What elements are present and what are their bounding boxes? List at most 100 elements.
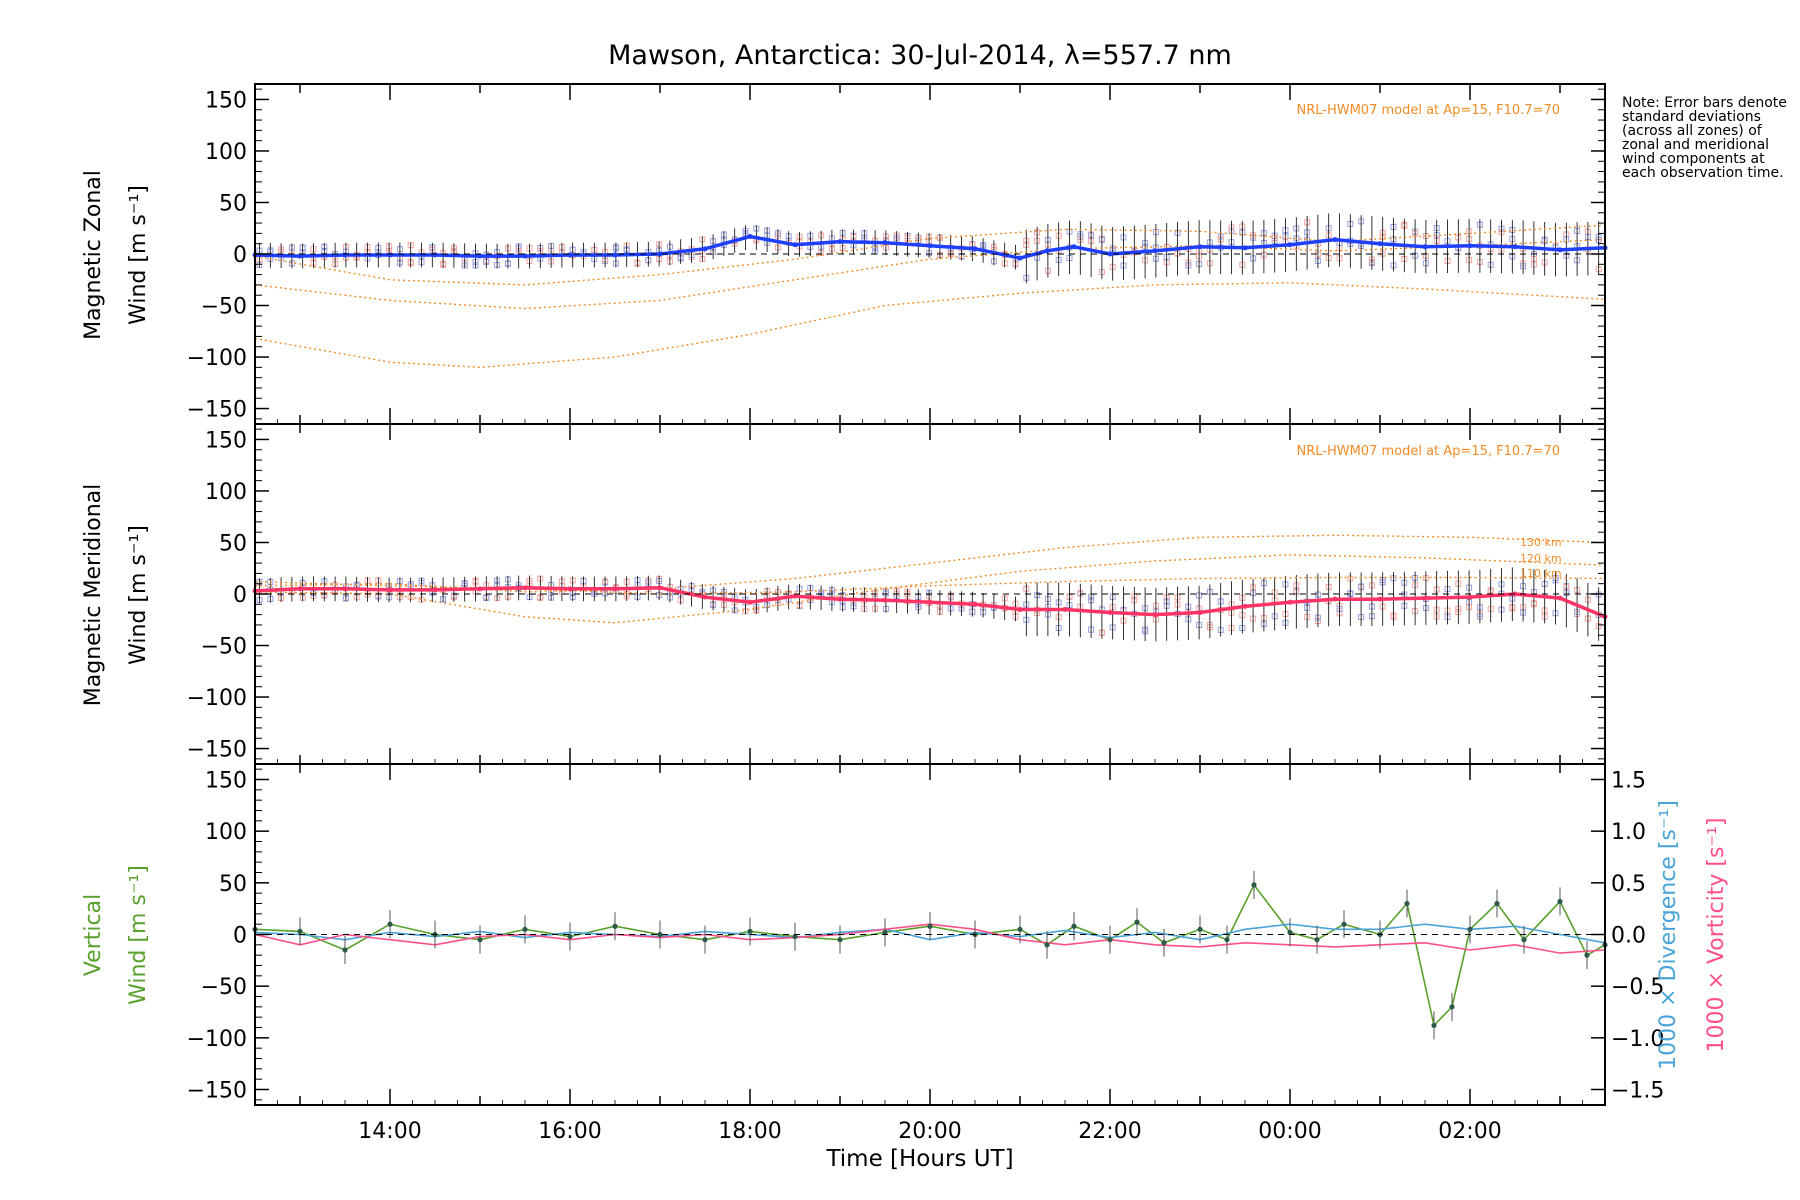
vertical-wind-point — [1341, 921, 1347, 927]
y-tick-label: 100 — [205, 820, 247, 845]
vertical-wind-point — [1287, 929, 1293, 936]
wind-point — [1422, 244, 1428, 250]
vertical-wind-point — [1197, 926, 1203, 932]
y-tick-label: −100 — [187, 1027, 247, 1052]
vertical-wind-point — [1224, 937, 1230, 943]
vertical-wind-point — [1404, 900, 1410, 907]
x-tick-label: 22:00 — [1078, 1119, 1141, 1144]
wind-point — [1017, 606, 1023, 612]
wind-point — [972, 601, 978, 607]
zonal-wind-series — [252, 233, 1608, 261]
y2-tick-label: −1.5 — [1611, 1079, 1664, 1104]
vertical-wind-point — [567, 933, 573, 940]
vertical-wind-point — [1314, 937, 1320, 943]
y-tick-label: 100 — [205, 480, 247, 505]
y-tick-label: 100 — [205, 140, 247, 165]
vertical-wind-point — [1044, 942, 1050, 948]
vertical-wind-point — [1584, 952, 1590, 958]
vertical-wind-point — [837, 937, 843, 943]
y2-tick-label: 1.0 — [1611, 820, 1646, 845]
wind-point — [1071, 244, 1077, 250]
wind-point — [1107, 251, 1113, 257]
wind-point — [342, 586, 348, 592]
wind-point — [432, 252, 438, 258]
wind-point — [972, 246, 978, 252]
vertical-wind-line — [254, 883, 1606, 1028]
vertical-wind-point — [1071, 923, 1077, 929]
wind-point — [837, 239, 843, 245]
vertical-wind-point — [1161, 940, 1167, 946]
wind-point — [387, 252, 393, 258]
meridional-wind-series — [252, 585, 1608, 620]
y-tick-label: 150 — [205, 769, 247, 794]
wind-point — [522, 585, 528, 591]
vertical-wind-point — [1134, 919, 1140, 925]
vertical-wind-point — [657, 931, 663, 938]
wind-point — [702, 246, 708, 252]
y-tick-label: −50 — [201, 295, 247, 320]
vertical-ylabel-line2: Wind [m s⁻¹] — [126, 865, 151, 1005]
wind-point — [1152, 612, 1158, 618]
zonal-axes: 150 100 50 0 −50 −100 −150 — [187, 83, 1606, 425]
wind-point — [1287, 599, 1293, 605]
wind-point — [792, 593, 798, 599]
y-tick-label: −150 — [187, 738, 247, 763]
wind-point — [1197, 244, 1203, 250]
wind-point — [882, 240, 888, 246]
zonal-ylabel-line1: Magnetic Zonal — [81, 170, 106, 340]
vertical-wind-point — [342, 947, 348, 953]
vertical-ylabel-line1: Vertical — [81, 894, 106, 976]
vertical-wind-point — [1251, 882, 1257, 888]
wind-point — [567, 586, 573, 592]
zonal-wind-line — [254, 234, 1606, 260]
y-tick-label: 50 — [219, 531, 247, 556]
meridional-altitude-label-130: 130 km — [1520, 536, 1562, 549]
y-tick-label: 50 — [219, 872, 247, 897]
y-tick-label: −100 — [187, 346, 247, 371]
meridional-ylabel-line1: Magnetic Meridional — [81, 484, 106, 706]
meridional-model-curves — [254, 534, 1606, 624]
vertical-wind-point — [747, 928, 753, 935]
x-tick-label: 18:00 — [718, 1119, 781, 1144]
error-bar-note: Note: Error bars denote standard deviati… — [1622, 95, 1787, 181]
wind-point — [1377, 596, 1383, 602]
wind-point — [477, 253, 483, 259]
zonal-zone-points — [256, 213, 1602, 284]
y-tick-label: −150 — [187, 1079, 247, 1104]
wind-point — [1062, 606, 1068, 612]
wind-point — [837, 596, 843, 602]
wind-point — [657, 585, 663, 591]
wind-point — [477, 586, 483, 592]
wind-point — [747, 233, 753, 239]
y-tick-label: −50 — [201, 975, 247, 1000]
meridional-altitude-label-120: 120 km — [1520, 552, 1562, 565]
wind-point — [1422, 595, 1428, 601]
y-tick-label: 0 — [233, 583, 247, 608]
y-tick-label: 0 — [233, 924, 247, 949]
vertical-wind-point — [477, 937, 483, 943]
wind-point — [297, 253, 303, 259]
panel-meridional: 150 100 50 0 −50 −100 −150 NRL-HWM07 model at … — [81, 423, 1608, 765]
wind-point — [297, 586, 303, 592]
wind-point — [612, 252, 618, 258]
x-tick-label: 20:00 — [898, 1119, 961, 1144]
vertical-wind-point — [1467, 926, 1473, 932]
vorticity-ylabel: 1000 × Vorticity [s⁻¹] — [1704, 818, 1729, 1053]
wind-point — [1017, 255, 1023, 261]
y-tick-label: 150 — [205, 428, 247, 453]
model-curve-0 — [254, 534, 1606, 593]
zonal-ylabel-line2: Wind [m s⁻¹] — [126, 185, 151, 325]
y-tick-label: 50 — [219, 191, 247, 216]
wind-point — [1467, 594, 1473, 600]
y-tick-label: 150 — [205, 88, 247, 113]
wind-point — [1197, 610, 1203, 616]
x-tick-label: 00:00 — [1258, 1119, 1321, 1144]
wind-point — [1107, 610, 1113, 616]
vertical-wind-point — [387, 921, 393, 927]
wind-point — [567, 252, 573, 258]
wind-point — [702, 594, 708, 600]
wind-point — [747, 599, 753, 605]
vertical-series — [252, 870, 1608, 1040]
wind-point — [1242, 603, 1248, 609]
